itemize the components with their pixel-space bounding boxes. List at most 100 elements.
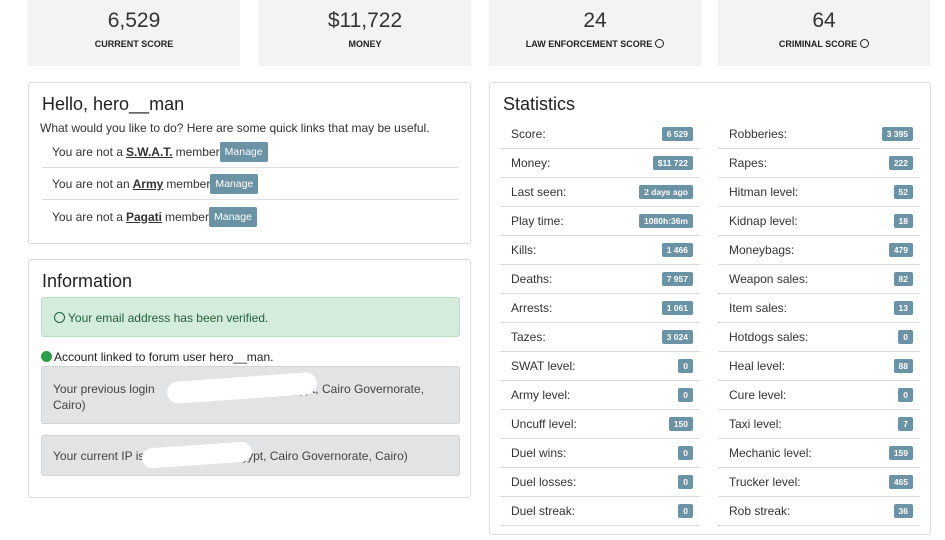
stat-value: 1 061 xyxy=(661,301,693,315)
previous-login-box: Your previous login (Egypt, Cairo Governo… xyxy=(41,366,460,424)
stat-label: Deaths: xyxy=(511,272,553,286)
stat-value: 6 529 xyxy=(661,127,693,141)
stat-label: Rapes: xyxy=(729,156,768,170)
stat-label: Duel streak: xyxy=(511,504,576,518)
stat-row: Trucker level: 465 xyxy=(718,468,920,497)
stat-row: Uncuff level: 150 xyxy=(500,410,700,439)
previous-login-start: Your previous login xyxy=(53,382,155,396)
membership-group: S.W.A.T. xyxy=(125,145,173,159)
current-ip-start: Your current IP is xyxy=(53,449,145,463)
stat-label: SWAT level: xyxy=(511,359,576,373)
redaction xyxy=(141,441,253,469)
membership-row: You are not an Army member Manage xyxy=(41,169,459,200)
redaction xyxy=(166,371,318,405)
membership-prefix: You are not a xyxy=(52,209,123,224)
stat-label: Rob streak: xyxy=(729,504,791,518)
stat-label: Trucker level: xyxy=(729,475,801,489)
current-ip-end: Egypt, Cairo Governorate, Cairo) xyxy=(232,449,408,463)
summary-card: 6,529 CURRENT SCORE xyxy=(28,0,240,66)
stat-label: Duel losses: xyxy=(511,475,577,489)
hello-panel: Hello, hero__man What would you like to … xyxy=(28,82,471,244)
stat-value: 0 xyxy=(898,388,913,402)
stat-value: 1080h:36m xyxy=(639,214,693,228)
membership-prefix: You are not an xyxy=(52,177,130,191)
stat-value: 0 xyxy=(678,446,693,460)
stat-row: Kills: 1 466 xyxy=(500,236,700,265)
statistics-panel: Statistics Score: 6 529 Money: $11 722 Last … xyxy=(489,82,931,535)
stat-row: Duel losses: 0 xyxy=(500,468,700,497)
stat-value: 465 xyxy=(888,475,913,489)
verified-alert: Your email address has been verified. xyxy=(41,297,460,337)
current-ip-box: Your current IP is Egypt, Cairo Governora… xyxy=(41,435,460,476)
membership-group: Pagati xyxy=(125,209,162,224)
stat-label: Weapon sales: xyxy=(729,272,809,286)
stat-label: Taxi level: xyxy=(729,417,782,431)
membership-suffix: member xyxy=(164,209,209,224)
summary-value: 64 xyxy=(812,9,836,32)
stat-value: 1 466 xyxy=(661,243,693,257)
stat-value: 0 xyxy=(678,504,693,518)
summary-label: MONEY xyxy=(348,39,382,49)
membership-prefix: You are not a xyxy=(52,145,123,159)
stat-label: Uncuff level: xyxy=(511,417,577,431)
stat-row: Cure level: 0 xyxy=(718,381,920,410)
stat-value: 3 395 xyxy=(881,127,913,141)
membership-suffix: member xyxy=(175,145,220,159)
membership-group: Army xyxy=(132,177,164,191)
stat-value: 88 xyxy=(893,359,913,373)
summary-card: $11,722 MONEY xyxy=(259,0,471,66)
stat-label: Duel wins: xyxy=(511,446,567,460)
stat-label: Money: xyxy=(511,156,551,170)
linked-line: Account linked to forum user hero__man. xyxy=(41,350,273,364)
manage-button[interactable]: Manage xyxy=(210,174,259,194)
membership-suffix: member xyxy=(166,177,211,191)
manage-button[interactable]: Manage xyxy=(219,142,268,162)
stat-value: 13 xyxy=(893,301,913,315)
stat-label: Mechanic level: xyxy=(729,446,812,460)
stat-row: Rob streak: 36 xyxy=(718,497,920,526)
information-panel: Information Your email address has been … xyxy=(28,259,471,498)
summary-label: CRIMINAL SCORE xyxy=(718,39,930,49)
stat-label: Hitman level: xyxy=(729,185,799,199)
summary-value: 6,529 xyxy=(107,9,161,32)
stat-value: 0 xyxy=(678,475,693,489)
stat-label: Arrests: xyxy=(511,301,553,315)
stat-label: Item sales: xyxy=(729,301,788,315)
stat-row: Taxi level: 7 xyxy=(718,410,920,439)
stat-value: 150 xyxy=(668,417,693,431)
stat-row: SWAT level: 0 xyxy=(500,352,700,381)
stat-label: Score: xyxy=(511,127,546,141)
stat-label: Last seen: xyxy=(511,185,567,199)
hello-intro: What would you like to do? Here are some… xyxy=(40,121,430,135)
stat-row: Rapes: 222 xyxy=(718,149,920,178)
stat-label: Kidnap level: xyxy=(729,214,798,228)
stat-row: Kidnap level: 18 xyxy=(718,207,920,236)
stat-value: 0 xyxy=(678,388,693,402)
summary-label: CURRENT SCORE xyxy=(94,39,174,49)
stat-label: Cure level: xyxy=(729,388,787,402)
stat-row: Moneybags: 479 xyxy=(718,236,920,265)
stat-row: Arrests: 1 061 xyxy=(500,294,700,323)
stat-label: Heal level: xyxy=(729,359,786,373)
statistics-title: Statistics xyxy=(503,94,576,114)
stat-value: 7 xyxy=(898,417,913,431)
stat-row: Item sales: 13 xyxy=(718,294,920,323)
stat-row: Army level: 0 xyxy=(500,381,700,410)
manage-button[interactable]: Manage xyxy=(208,206,257,227)
stat-row: Heal level: 88 xyxy=(718,352,920,381)
stat-value: 82 xyxy=(893,272,913,286)
stat-value: 222 xyxy=(888,156,913,170)
stat-row: Score: 6 529 xyxy=(500,120,700,149)
stat-row: Mechanic level: 159 xyxy=(718,439,920,468)
stat-label: Moneybags: xyxy=(729,243,795,257)
stat-value: $11 722 xyxy=(652,156,693,170)
verified-text: Your email address has been verified. xyxy=(68,311,269,325)
stat-value: 36 xyxy=(893,504,913,518)
stat-row: Tazes: 3 024 xyxy=(500,323,700,352)
stat-row: Duel streak: 0 xyxy=(500,497,700,526)
stat-row: Duel wins: 0 xyxy=(500,439,700,468)
summary-label: LAW ENFORCEMENT SCORE xyxy=(489,39,701,49)
stat-value: 7 957 xyxy=(661,272,693,286)
stat-label: Army level: xyxy=(511,388,571,402)
